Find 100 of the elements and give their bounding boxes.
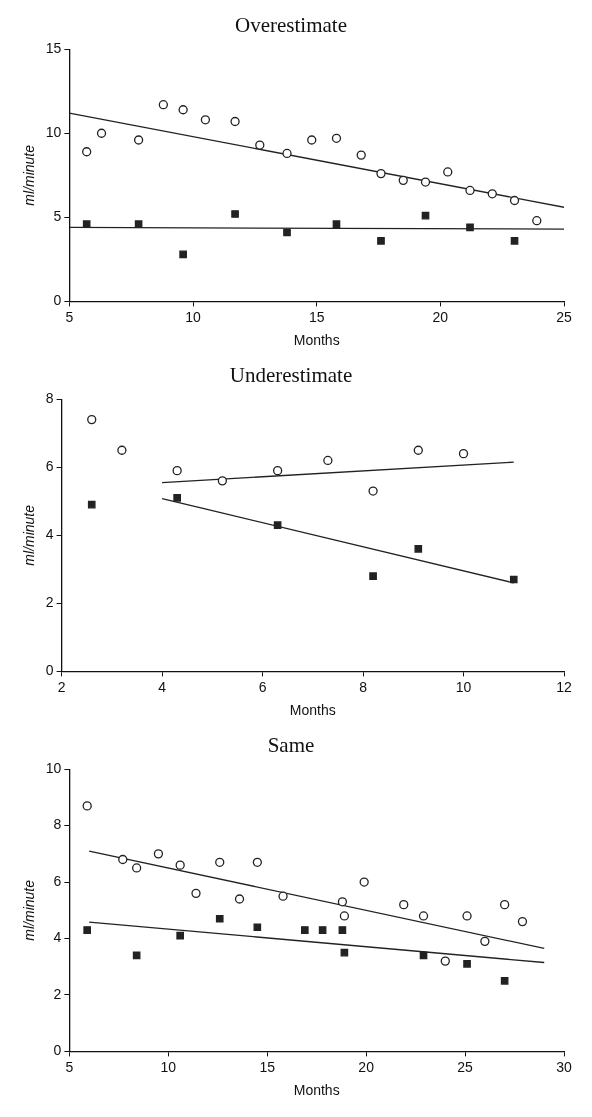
- x-axis-title: Months: [289, 702, 336, 719]
- point: [158, 100, 168, 110]
- point: [179, 250, 187, 259]
- point: [96, 128, 107, 138]
- x-tick-label: 12: [556, 678, 572, 695]
- point: [369, 572, 377, 580]
- point: [323, 455, 333, 466]
- point: [418, 911, 429, 921]
- y-axis-title: ml/minute: [21, 504, 38, 566]
- point: [176, 931, 184, 940]
- point: [83, 926, 92, 934]
- point: [443, 167, 453, 177]
- point: [234, 894, 245, 904]
- x-tick-label: 25: [556, 308, 572, 325]
- point: [200, 115, 211, 125]
- y-axis-title: ml/minute: [21, 144, 38, 206]
- point: [307, 135, 317, 145]
- point: [517, 916, 528, 927]
- point: [332, 220, 341, 228]
- y-tick-label: 8: [53, 816, 62, 833]
- y-tick-label: 5: [53, 208, 62, 225]
- x-tick-label: 5: [65, 1058, 74, 1075]
- y-tick-label: 10: [45, 124, 62, 141]
- point: [282, 148, 292, 159]
- point: [252, 857, 262, 867]
- point: [413, 445, 423, 455]
- point: [377, 237, 385, 245]
- y-tick-label: 6: [45, 458, 54, 475]
- point: [283, 228, 291, 237]
- point: [272, 466, 283, 476]
- chart-title: Underestimate: [229, 363, 353, 388]
- point: [509, 575, 518, 584]
- x-tick-label: 30: [556, 1058, 572, 1075]
- point: [82, 801, 92, 811]
- point: [87, 414, 97, 425]
- point: [153, 849, 164, 859]
- x-tick-label: 10: [455, 678, 472, 695]
- y-tick-label: 10: [45, 760, 62, 777]
- point: [253, 923, 262, 932]
- point: [462, 911, 472, 921]
- x-tick-label: 4: [158, 678, 167, 695]
- point: [509, 195, 520, 206]
- point: [465, 185, 475, 196]
- point: [331, 133, 342, 143]
- point: [131, 863, 142, 873]
- chart-title: Overestimate: [235, 13, 347, 38]
- point: [376, 168, 386, 179]
- y-axis-title: ml/minute: [21, 879, 38, 941]
- point: [399, 900, 409, 910]
- x-tick-label: 5: [65, 308, 74, 325]
- point: [134, 220, 143, 228]
- point: [231, 210, 239, 218]
- point: [532, 216, 542, 226]
- point: [318, 926, 327, 934]
- y-tick-label: 15: [45, 40, 62, 57]
- point: [356, 150, 366, 160]
- point: [398, 175, 408, 185]
- x-tick-label: 15: [308, 308, 325, 325]
- y-tick-label: 4: [45, 526, 54, 543]
- y-tick-label: 2: [45, 594, 54, 611]
- point: [510, 237, 519, 245]
- x-tick-label: 20: [358, 1058, 375, 1075]
- x-tick-label: 10: [160, 1058, 177, 1075]
- point: [175, 860, 185, 870]
- point: [463, 960, 471, 968]
- x-tick-label: 15: [259, 1058, 276, 1075]
- point: [133, 135, 144, 145]
- point: [87, 500, 96, 509]
- point: [178, 105, 188, 115]
- point: [82, 220, 91, 228]
- point: [440, 956, 450, 966]
- point: [173, 494, 181, 502]
- point: [300, 926, 309, 934]
- y-tick-label: 2: [53, 985, 62, 1002]
- point: [487, 189, 497, 199]
- point: [337, 897, 348, 907]
- y-tick-label: 0: [53, 1042, 62, 1059]
- x-tick-label: 20: [432, 308, 449, 325]
- point: [215, 857, 225, 867]
- point: [368, 486, 378, 496]
- point: [480, 936, 490, 946]
- x-tick-label: 6: [258, 678, 267, 695]
- point: [191, 888, 201, 899]
- point: [338, 926, 347, 934]
- point: [466, 223, 474, 232]
- point: [500, 900, 510, 910]
- x-tick-label: 8: [359, 678, 368, 695]
- y-tick-label: 4: [53, 929, 62, 946]
- point: [414, 545, 423, 553]
- point: [172, 466, 182, 476]
- point: [500, 977, 509, 985]
- point: [118, 854, 128, 865]
- y-tick-label: 8: [45, 390, 54, 407]
- x-tick-label: 25: [457, 1058, 474, 1075]
- y-tick-label: 6: [53, 872, 62, 889]
- point: [458, 448, 469, 459]
- point: [339, 911, 350, 921]
- x-axis-title: Months: [293, 332, 340, 349]
- point: [215, 914, 224, 923]
- point: [117, 445, 127, 455]
